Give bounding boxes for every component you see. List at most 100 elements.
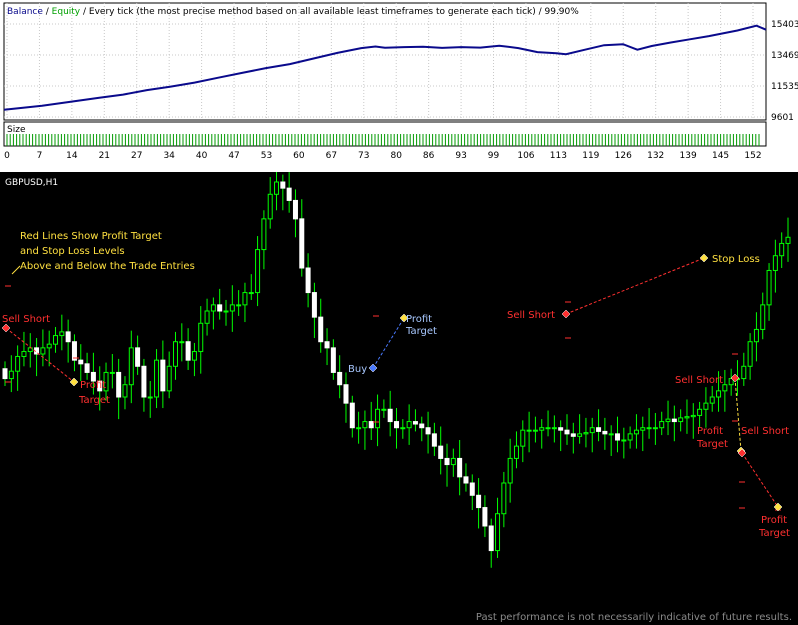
balance-line (3, 24, 767, 111)
candle-bull (15, 355, 21, 372)
trade-marker-label: Sell Short (675, 375, 723, 386)
candle-bull (242, 292, 248, 306)
candle-bull (46, 343, 52, 349)
candle-bull (640, 427, 646, 431)
candle-bear (425, 427, 431, 435)
trade-marker-label: Target (758, 528, 790, 539)
candlestick-chart: GBPUSD,H1 Red Lines Show Profit Target and… (1, 172, 792, 623)
x-tick-label: 145 (712, 151, 729, 161)
candle-bull (608, 433, 614, 436)
candle-bull (261, 218, 267, 251)
candle-bull (128, 347, 134, 386)
report-legend: Balance / Equity / Every tick (the most … (7, 7, 579, 17)
annotation-text: and Stop Loss Levels (20, 246, 125, 257)
candle-bull (779, 242, 785, 257)
candle-bull (223, 310, 229, 313)
trade-arrow (699, 253, 709, 263)
trade-marker-label: Sell Short (2, 314, 50, 325)
candle-bull (633, 429, 639, 435)
y-tick-label: 11535 (771, 82, 798, 92)
trade-line (5, 327, 75, 383)
size-label: Size (7, 125, 26, 135)
x-tick-label: 21 (99, 151, 110, 161)
trade-marker-label: Profit (406, 314, 432, 325)
candle-bear (217, 304, 223, 312)
candle-bear (78, 359, 84, 365)
candle-bear (419, 423, 425, 429)
candle-bear (671, 418, 677, 423)
x-tick-label: 67 (326, 151, 337, 161)
candle-bear (438, 445, 444, 459)
candle-bull (501, 482, 507, 515)
x-tick-label: 60 (293, 151, 305, 161)
candle-bull (526, 429, 532, 432)
candle-bear (330, 347, 336, 373)
candle-bear (469, 482, 475, 496)
candle-bull (191, 351, 197, 361)
annotation-pointer (11, 265, 21, 275)
candle-bull (665, 418, 671, 423)
candle-bull (709, 396, 715, 404)
candle-bear (564, 429, 570, 435)
annotation-text: Red Lines Show Profit Target (20, 231, 162, 242)
trade-marker-label: Profit (697, 426, 723, 437)
candle-bull (274, 181, 280, 195)
candle-bear (337, 371, 343, 386)
trade-arrow (730, 373, 740, 383)
price-chart-panel: GBPUSD,H1 Red Lines Show Profit Target and… (0, 172, 798, 625)
candle-bull (678, 417, 684, 423)
candle-bear (324, 341, 330, 349)
candle-bull (40, 347, 46, 355)
candle-bull (520, 429, 526, 447)
candle-bear (463, 476, 469, 484)
trade-arrow (737, 448, 747, 458)
candle-bear (615, 433, 621, 441)
candle-bear (343, 384, 349, 404)
x-tick-label: 53 (261, 151, 272, 161)
candle-bull (697, 408, 703, 416)
candle-bull (103, 371, 109, 392)
candle-bull (450, 457, 456, 466)
x-tick-label: 99 (488, 151, 500, 161)
candle-bear (349, 402, 355, 429)
trade-arrow (368, 363, 378, 373)
candle-bear (90, 371, 96, 382)
candle-bear (602, 430, 608, 435)
candle-bull (627, 433, 633, 441)
candle-bull (747, 341, 753, 367)
candle-bull (753, 328, 759, 343)
candle-bull (204, 310, 210, 324)
candle-bear (97, 380, 103, 392)
candle-bear (280, 181, 286, 189)
candle-bear (318, 316, 324, 343)
x-tick-label: 119 (582, 151, 599, 161)
candle-bull (621, 439, 627, 442)
trade-line (565, 257, 705, 315)
candle-bear (305, 267, 311, 294)
candle-bull (406, 421, 412, 429)
candle-bull (495, 513, 501, 552)
candle-bull (728, 378, 734, 386)
x-tick-label: 40 (196, 151, 208, 161)
candle-bull (703, 402, 709, 410)
candle-bear (457, 457, 463, 478)
trade-marker-label: Sell Short (741, 426, 789, 437)
candle-bear (141, 365, 147, 398)
candle-bull (532, 429, 538, 432)
x-tick-label: 152 (744, 151, 761, 161)
candle-bull (248, 292, 254, 295)
x-tick-label: 0 (4, 151, 10, 161)
x-tick-label: 113 (550, 151, 567, 161)
legend-equity: Equity (52, 7, 81, 17)
candle-bull (179, 341, 185, 344)
candle-bull (551, 427, 557, 430)
x-tick-label: 34 (163, 151, 175, 161)
trade-arrow (1, 323, 11, 333)
candle-bull (684, 416, 690, 419)
x-tick-label: 93 (455, 151, 466, 161)
candle-bull (210, 304, 216, 312)
legend-description: / Every tick (the most precise method ba… (80, 7, 579, 17)
candle-bear (135, 347, 141, 367)
candle-bull (589, 427, 595, 434)
trade-line (372, 317, 405, 369)
